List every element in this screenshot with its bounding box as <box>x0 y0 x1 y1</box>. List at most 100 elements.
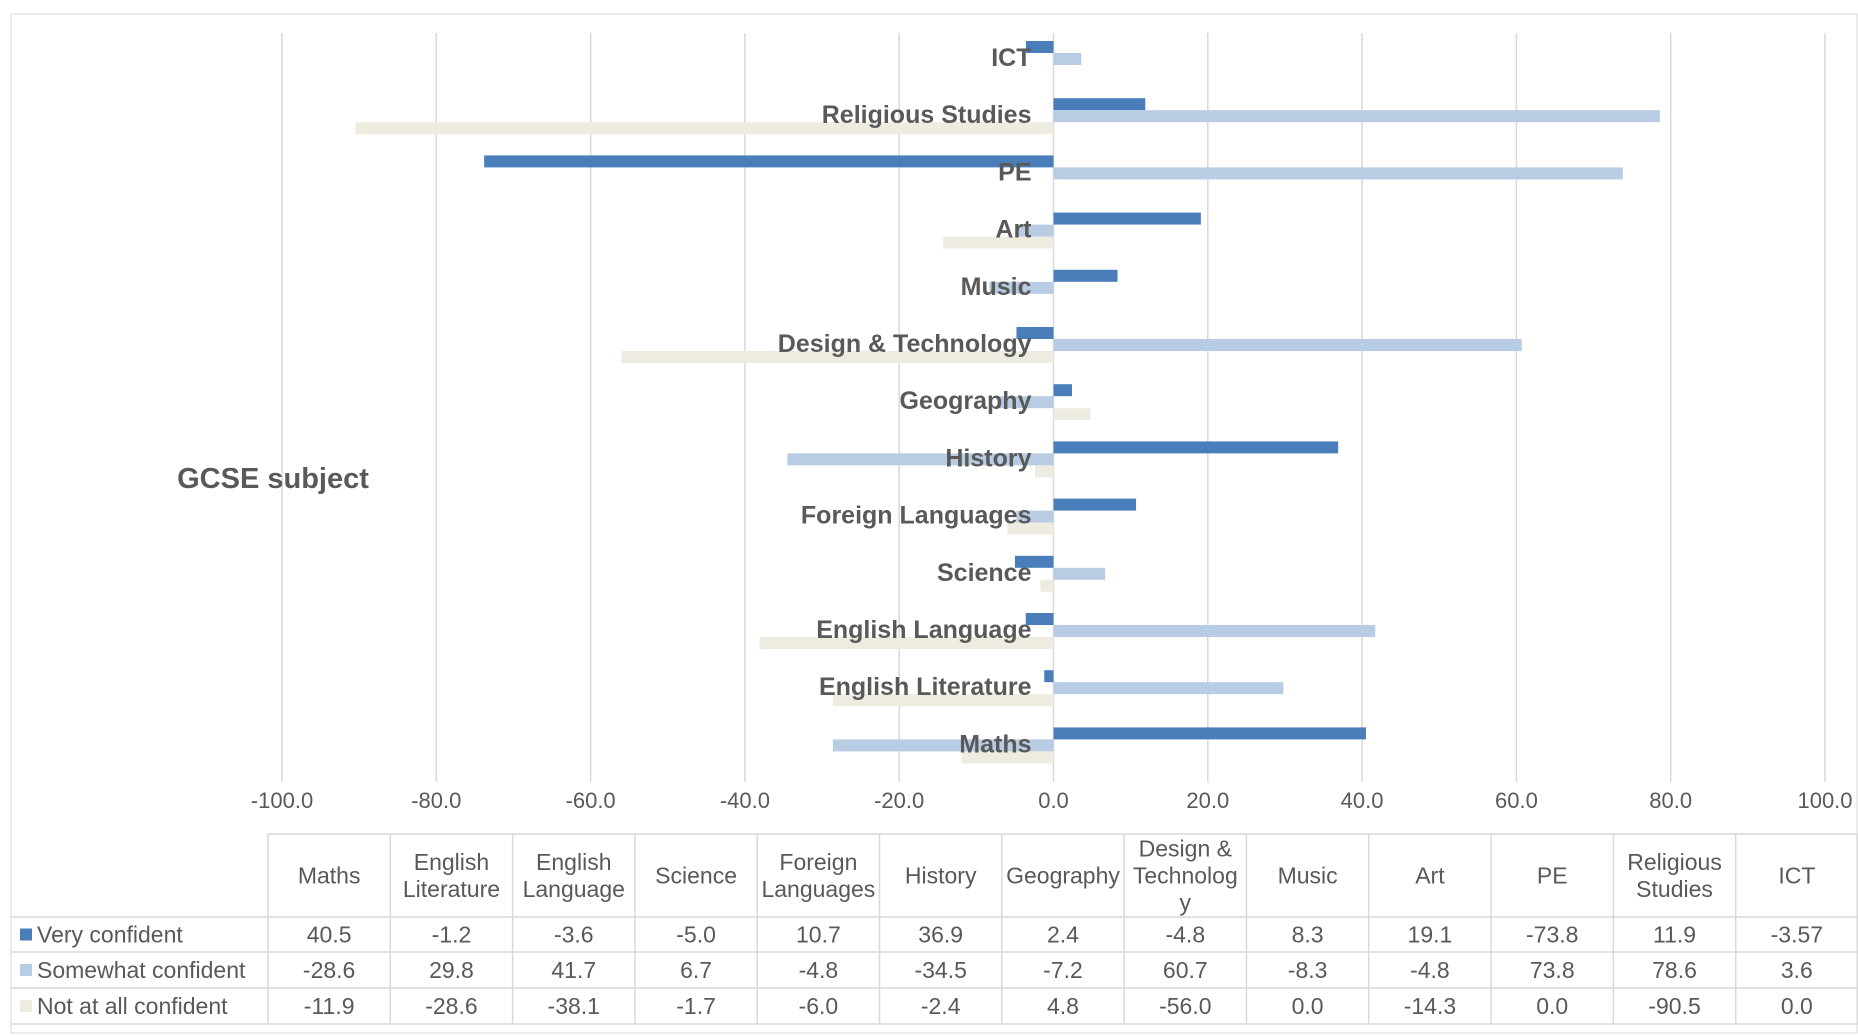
bar-somewhat-confident <box>832 739 1054 752</box>
bar-very-confident <box>1044 670 1054 683</box>
bar-somewhat-confident <box>1016 224 1054 237</box>
table-header-cell: Technolog <box>1133 863 1238 889</box>
legend-label: Somewhat confident <box>37 957 246 983</box>
bar-very-confident <box>1025 41 1054 53</box>
table-value-cell: -3.57 <box>1771 922 1823 948</box>
table-header-cell: Geography <box>1006 863 1120 889</box>
bar-not-at-all-confident <box>759 637 1054 649</box>
table-value-cell: -4.8 <box>1165 922 1205 948</box>
bar-not-at-all-confident <box>355 122 1054 135</box>
bar-not-at-all-confident <box>961 751 1054 764</box>
bar-somewhat-confident <box>1053 53 1082 65</box>
x-tick-label: -40.0 <box>720 788 770 813</box>
legend-key-somewhat-confident <box>20 964 32 976</box>
table-header-cell: Foreign <box>779 849 857 875</box>
table-value-cell: -3.6 <box>554 922 594 948</box>
table-value-cell: -28.6 <box>303 957 355 983</box>
table-value-cell: -4.8 <box>799 957 839 983</box>
x-tick-label: 20.0 <box>1186 788 1229 813</box>
bar-very-confident <box>1053 441 1339 454</box>
category-labels: Maths English Literature English Language S… <box>778 44 1032 758</box>
table-value-cell: 73.8 <box>1530 957 1575 983</box>
table-value-cell: -8.3 <box>1288 957 1328 983</box>
table-header-cell: Design & <box>1139 836 1232 862</box>
table-header-cell: Maths <box>298 863 361 889</box>
bar-very-confident <box>1025 613 1054 625</box>
y-axis-title: GCSE subject <box>177 463 369 495</box>
table-value-cell: -2.4 <box>921 993 961 1019</box>
category-label: Science <box>937 559 1032 587</box>
table-header-cell: ICT <box>1778 863 1815 889</box>
table-value-cell: 36.9 <box>918 922 963 948</box>
table-value-cell: -4.8 <box>1410 957 1450 983</box>
table-header-cell: English <box>536 849 611 875</box>
category-label: ICT <box>991 44 1031 72</box>
bar-very-confident <box>1053 269 1118 282</box>
category-label: Geography <box>900 387 1032 415</box>
table-header-cell: History <box>905 863 977 889</box>
table-value-cell: 41.7 <box>551 957 596 983</box>
category-label: English Language <box>816 616 1031 644</box>
x-tick-label: 60.0 <box>1495 788 1538 813</box>
table-value-cell: -14.3 <box>1404 993 1456 1019</box>
table-value-cell: -1.7 <box>676 993 716 1019</box>
bar-somewhat-confident <box>989 281 1054 294</box>
table-value-cell: 0.0 <box>1781 993 1813 1019</box>
table-value-cell: 2.4 <box>1047 922 1079 948</box>
bar-very-confident <box>1014 555 1054 568</box>
x-tick-label: -60.0 <box>566 788 616 813</box>
table-value-cell: 0.0 <box>1536 993 1568 1019</box>
bar-not-at-all-confident <box>1040 579 1054 592</box>
table-value-cell: 6.7 <box>680 957 712 983</box>
table-value-cell: 11.9 <box>1653 922 1696 948</box>
table-value-cell: -6.0 <box>799 993 839 1019</box>
table-header-cell: Science <box>655 863 737 889</box>
legend-label: Very confident <box>37 922 183 948</box>
bar-somewhat-confident <box>997 396 1054 409</box>
table-value-cell: -11.9 <box>304 993 355 1019</box>
bar-not-at-all-confident <box>1034 465 1054 478</box>
table-value-cell: -73.8 <box>1526 922 1578 948</box>
table-header-cell: English <box>414 849 489 875</box>
bar-somewhat-confident <box>1053 567 1106 580</box>
legend-label: Not at all confident <box>37 993 228 1019</box>
category-label: Foreign Languages <box>801 502 1032 530</box>
legend-key-not-at-all-confident <box>20 1000 32 1012</box>
x-tick-label: -100.0 <box>251 788 313 813</box>
bar-very-confident <box>1053 212 1201 225</box>
category-label: PE <box>998 158 1031 186</box>
bar-somewhat-confident <box>1016 510 1054 523</box>
x-tick-label: 0.0 <box>1038 788 1069 813</box>
table-header-cell: PE <box>1537 863 1568 889</box>
bar-somewhat-confident <box>1053 167 1623 180</box>
table-value-cell: 19.1 <box>1408 922 1453 948</box>
table-header-cell: Literature <box>403 876 500 902</box>
table-header-cell: Art <box>1415 863 1445 889</box>
table-value-cell: 10.7 <box>796 922 841 948</box>
bar-somewhat-confident <box>1053 339 1522 351</box>
table-value-cell: -5.0 <box>676 922 716 948</box>
x-tick-labels: -100.0 -80.0 -60.0 -40.0 -20.0 0.0 20.0 40.0 60.… <box>251 788 1853 813</box>
table-value-cell: -28.6 <box>425 993 477 1019</box>
x-tick-label: -80.0 <box>411 788 461 813</box>
bar-marks <box>355 41 1660 764</box>
bar-not-at-all-confident <box>1007 522 1054 535</box>
table-value-cell: 4.8 <box>1047 993 1079 1019</box>
table-header-cell: y <box>1180 890 1192 916</box>
table-header-cell: Studies <box>1636 876 1713 902</box>
x-tick-label: 80.0 <box>1649 788 1692 813</box>
category-label: Religious Studies <box>822 101 1032 129</box>
bar-very-confident <box>1016 327 1054 339</box>
table-value-cell: -7.2 <box>1043 957 1083 983</box>
bar-very-confident <box>484 155 1054 168</box>
table-value-cell: -56.0 <box>1159 993 1211 1019</box>
bar-very-confident <box>1053 498 1137 511</box>
x-tick-label: 40.0 <box>1341 788 1384 813</box>
table-value-cell: 40.5 <box>307 922 352 948</box>
table-value-cell: 78.6 <box>1652 957 1697 983</box>
data-table: MathsEnglishLiteratureEnglishLanguageSci… <box>11 833 1858 1025</box>
bar-not-at-all-confident <box>1053 408 1091 421</box>
table-value-cell: 8.3 <box>1292 922 1324 948</box>
category-label: Design & Technology <box>778 330 1032 358</box>
